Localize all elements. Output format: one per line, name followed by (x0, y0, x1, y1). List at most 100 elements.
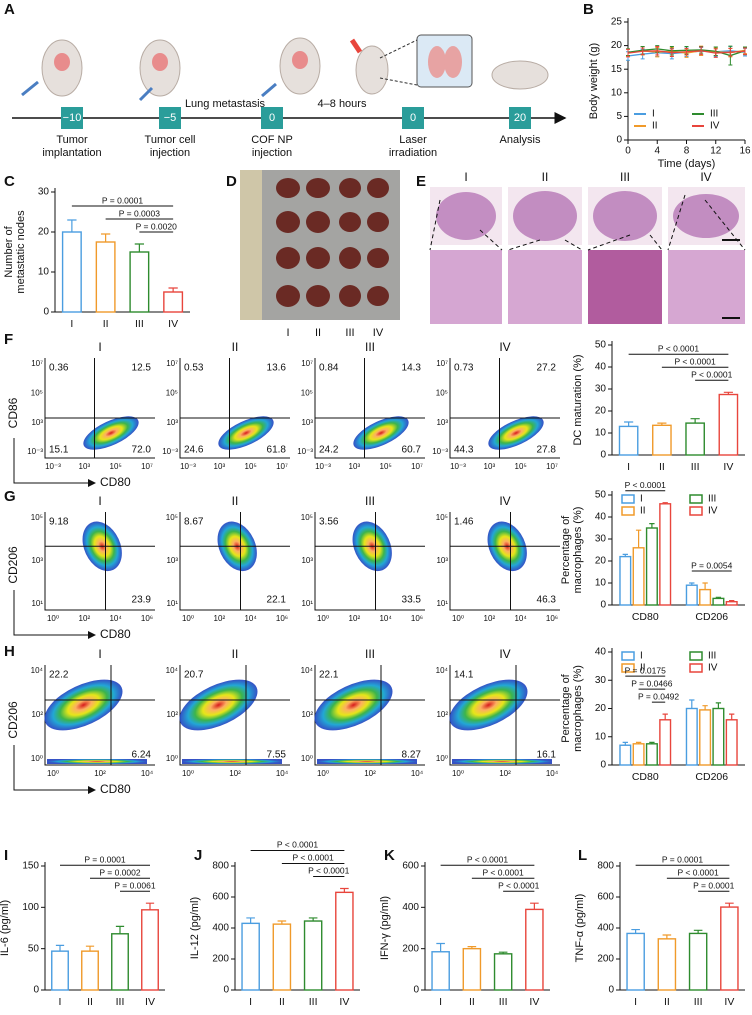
y-tick-label: 15 (611, 64, 623, 75)
y-tick-label: 10⁻³ (432, 447, 448, 456)
error-bar (340, 887, 349, 893)
y-tick-label: 10⁵ (31, 388, 43, 397)
y-tick-label: 30 (595, 384, 607, 395)
x-tick-label: 10⁶ (411, 614, 423, 623)
x-tick-label: 10² (349, 614, 361, 623)
quadrant-value: 15.1 (49, 445, 69, 456)
bar (718, 393, 739, 456)
y-tick-label: 10⁵ (166, 388, 178, 397)
y-tick-label: 10⁷ (31, 359, 43, 368)
y-tick-label: 10³ (166, 418, 178, 427)
bar (619, 555, 632, 606)
event-label: Tumor cell (145, 134, 196, 146)
bar (632, 547, 645, 606)
y-tick-label: 600 (597, 892, 614, 903)
y-tick-label: 200 (402, 943, 419, 954)
y-tick-label: 0 (608, 985, 614, 996)
group-label: IV (499, 494, 510, 508)
significance-label: P < 0.0001 (691, 370, 732, 380)
panel-label: E (416, 173, 426, 190)
x-tick-label: 10⁻³ (315, 462, 331, 471)
error-bar (728, 47, 733, 57)
x-tick-label: I (249, 996, 252, 1008)
y-tick-label: 50 (595, 340, 607, 351)
legend-swatch (621, 494, 635, 504)
y-tick-label: 10⁰ (436, 754, 448, 763)
x-tick-label: 10⁰ (182, 614, 194, 623)
significance-label: P = 0.0492 (638, 691, 679, 701)
error-bar (626, 48, 630, 58)
bar (493, 953, 513, 991)
y-tick-label: 10³ (301, 556, 313, 565)
y-tick-label: 10 (595, 428, 607, 439)
panel-label: G (4, 488, 16, 505)
x-tick-label: 12 (710, 146, 722, 157)
day-box (402, 107, 424, 129)
error-bar (498, 951, 508, 954)
y-tick-label: 10³ (301, 418, 313, 427)
x-tick-label: 8 (684, 146, 690, 157)
plot-frame (179, 358, 290, 459)
x-tick-label: 10² (229, 769, 241, 778)
group-label: III (620, 170, 630, 184)
x-tick-label: CD80 (632, 611, 659, 623)
x-tick-label: III (116, 996, 125, 1008)
quadrant-value: 24.2 (319, 445, 339, 456)
density-blob (179, 679, 258, 731)
panel-label: D (226, 173, 237, 190)
error-bar (624, 421, 634, 427)
bar (111, 933, 129, 991)
plot-frame (449, 665, 560, 766)
x-tick-label: 16 (739, 146, 751, 157)
group-label: IV (499, 647, 510, 661)
bar (725, 719, 738, 766)
bar (626, 932, 645, 991)
y-tick-label: 10⁴ (31, 666, 44, 675)
legend-label: III (708, 494, 716, 505)
error-bar (729, 600, 735, 602)
bar (81, 950, 99, 991)
bar (525, 908, 544, 991)
error-bar (100, 233, 111, 242)
quadrant-value: 0.36 (49, 363, 69, 374)
density-strip (317, 759, 417, 764)
x-tick-label: 10⁶ (276, 614, 288, 623)
bar (699, 709, 712, 766)
x-tick-label: 10⁶ (141, 614, 153, 623)
y-tick-label: 10⁴ (166, 666, 179, 675)
x-tick-label: IV (724, 996, 734, 1008)
y-tick-label: 150 (22, 861, 39, 872)
y-tick-label: 200 (212, 954, 229, 965)
x-tick-label: 10⁴ (411, 769, 424, 778)
quadrant-value: 7.55 (267, 750, 287, 761)
x-tick-label: 10² (364, 769, 376, 778)
y-tick-label: 10⁻³ (297, 447, 313, 456)
x-tick-label: 10³ (214, 462, 226, 471)
quadrant-value: 12.5 (132, 363, 152, 374)
group-label: III (365, 494, 375, 508)
y-tick-label: 10⁵ (436, 388, 448, 397)
bar (657, 938, 677, 991)
y-axis-label: DC maturation (%) (572, 354, 584, 445)
x-tick-label: 10⁰ (452, 769, 464, 778)
y-axis-label: Number of (3, 225, 15, 277)
legend-label: I (640, 494, 643, 505)
y-axis-label: metastatic nodes (15, 210, 27, 294)
day-box (159, 107, 181, 129)
x-tick-label: 10³ (79, 462, 91, 471)
y-axis-label: CD206 (6, 701, 20, 739)
bar (685, 422, 705, 456)
x-tick-label: I (634, 996, 637, 1008)
legend-swatch (689, 494, 703, 504)
y-tick-label: 800 (597, 861, 614, 872)
x-axis-label: CD80 (100, 782, 131, 796)
x-tick-label: III (499, 996, 508, 1008)
significance-label: P = 0.0001 (84, 854, 125, 864)
legend-swatch (621, 506, 635, 516)
y-tick-label: 10⁻³ (27, 447, 43, 456)
x-tick-label: 10² (94, 769, 106, 778)
significance-label: P = 0.0175 (625, 665, 666, 675)
legend-label: III (708, 651, 716, 662)
error-bar (635, 741, 642, 744)
